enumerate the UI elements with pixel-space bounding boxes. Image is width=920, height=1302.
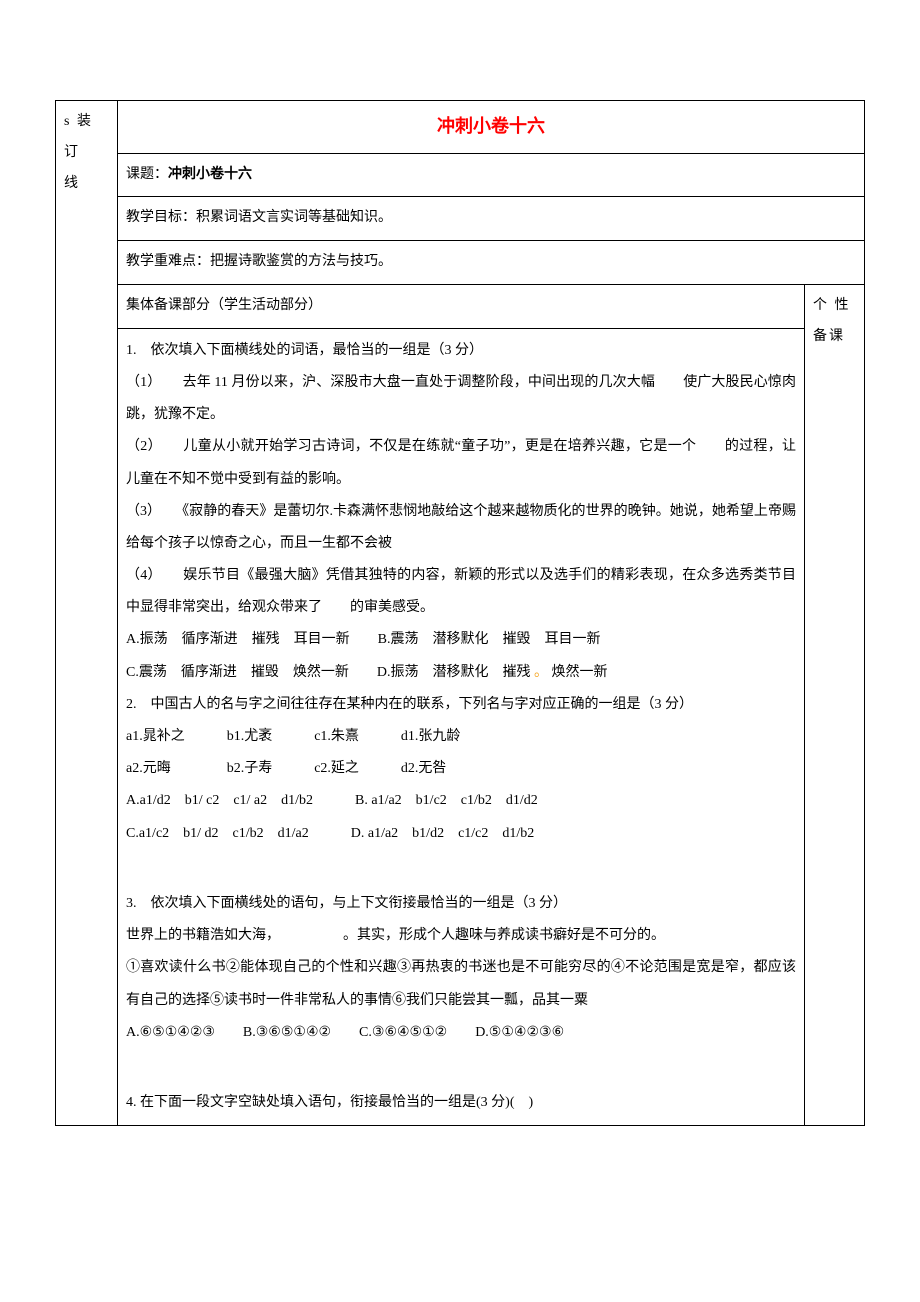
q3-p2: ①喜欢读什么书②能体现自己的个性和兴趣③再热衷的书迷也是不可能穷尽的④不论范围是… bbox=[126, 952, 796, 1016]
q2-row2: a2.元晦 b2.子寿 c2.延之 d2.无咎 bbox=[126, 753, 796, 785]
q1-p1: （1） 去年 11 月份以来，沪、深股市大盘一直处于调整阶段，中间出现的几次大幅… bbox=[126, 367, 796, 431]
personal-prep-header: 个 性 备课 bbox=[805, 284, 865, 1125]
keypoint-row: 教学重难点：把握诗歌鉴赏的方法与技巧。 bbox=[118, 241, 865, 285]
lesson-plan-table: s 装 订 线 冲刺小卷十六 课题：冲刺小卷十六 教学目标：积累词语文言实词等基… bbox=[55, 100, 865, 1126]
lesson-row: 课题：冲刺小卷十六 bbox=[118, 153, 865, 197]
q1-p3: （3） 《寂静的春天》是蕾切尔.卡森满怀悲悯地敲给这个越来越物质化的世界的晚钟。… bbox=[126, 496, 796, 560]
q2-optC: C.a1/c2 b1/ d2 c1/b2 d1/a2 D. a1/a2 b1/d… bbox=[126, 818, 796, 850]
q3-p1: 世界上的书籍浩如大海， 。其实，形成个人趣味与养成读书癖好是不可分的。 bbox=[126, 920, 796, 952]
q3-stem: 3. 依次填入下面横线处的语句，与上下文衔接最恰当的一组是（3 分） bbox=[126, 888, 796, 920]
q1-optC-tail: 焕然一新 bbox=[548, 665, 608, 680]
content-body: 1. 依次填入下面横线处的词语，最恰当的一组是（3 分） （1） 去年 11 月… bbox=[118, 328, 805, 1126]
dot-icon: 。 bbox=[534, 665, 548, 680]
q2-optA: A.a1/d2 b1/ c2 c1/ a2 d1/b2 B. a1/a2 b1/… bbox=[126, 785, 796, 817]
objective-row: 教学目标：积累词语文言实词等基础知识。 bbox=[118, 197, 865, 241]
q2-row1-a: a1.晁补之 bbox=[126, 729, 227, 744]
q1-optC-line: C.震荡 循序渐进 摧毁 焕然一新 D.振荡 潜移默化 摧残 。 焕然一新 bbox=[126, 657, 796, 689]
q1-optA: A.振荡 循序渐进 摧残 耳目一新 B.震荡 潜移默化 摧毁 耳目一新 bbox=[126, 624, 796, 656]
document-title: 冲刺小卷十六 bbox=[118, 101, 865, 154]
q1-p2: （2） 儿童从小就开始学习古诗词，不仅是在练就“童子功”，更是在培养兴趣，它是一… bbox=[126, 431, 796, 495]
q2-stem: 2. 中国古人的名与字之间往往存在某种内在的联系，下列名与字对应正确的一组是（3… bbox=[126, 689, 796, 721]
q1-p4: （4） 娱乐节目《最强大脑》凭借其独特的内容，新颖的形式以及选手们的精彩表现，在… bbox=[126, 560, 796, 624]
q1-optC: C.震荡 循序渐进 摧毁 焕然一新 D.振荡 潜移默化 摧残 bbox=[126, 665, 534, 680]
q4-stem: 4. 在下面一段文字空缺处填入语句，衔接最恰当的一组是(3 分)( ) bbox=[126, 1087, 796, 1119]
lesson-name: 冲刺小卷十六 bbox=[168, 167, 252, 182]
binding-line1: s 装 订 bbox=[64, 107, 109, 169]
group-prep-header: 集体备课部分（学生活动部分） bbox=[118, 284, 805, 328]
lesson-label: 课题： bbox=[126, 167, 168, 182]
q2-row1: a1.晁补之 b1.尤袤 c1.朱熹 d1.张九龄 bbox=[126, 721, 796, 753]
q2-row1-b: b1.尤袤 c1.朱熹 d1.张九龄 bbox=[227, 729, 461, 744]
binding-margin: s 装 订 线 bbox=[56, 101, 118, 1126]
q3-opts: A.⑥⑤①④②③ B.③⑥⑤①④② C.③⑥④⑤①② D.⑤①④②③⑥ bbox=[126, 1017, 796, 1049]
q1-stem: 1. 依次填入下面横线处的词语，最恰当的一组是（3 分） bbox=[126, 335, 796, 367]
binding-line2: 线 bbox=[64, 169, 109, 200]
